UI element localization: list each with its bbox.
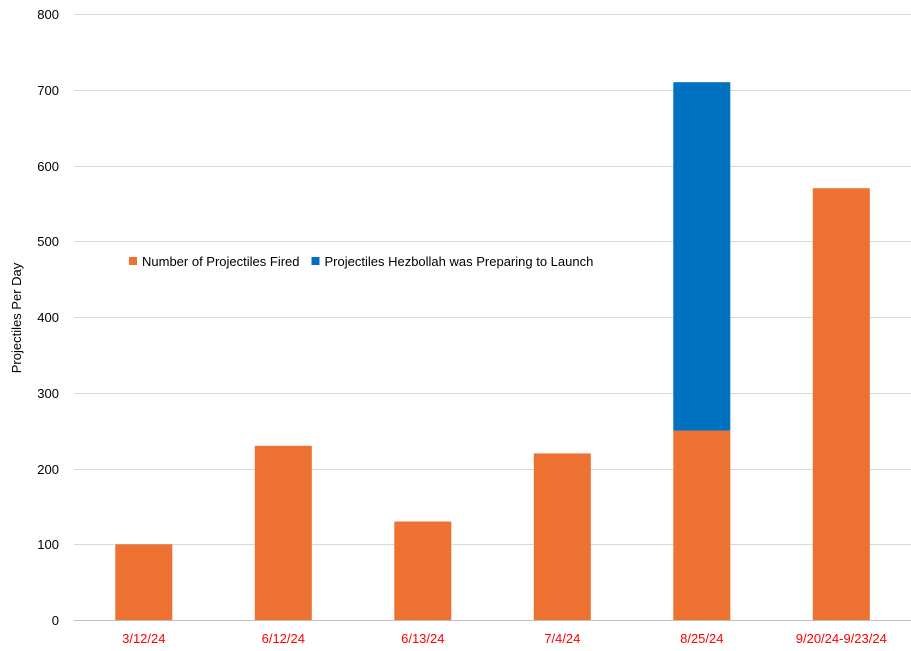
x-tick-label-6-13-24: 6/13/24 bbox=[401, 631, 444, 646]
legend-label-1: Number of Projectiles Fired bbox=[142, 254, 300, 269]
legend-swatch-2 bbox=[311, 257, 320, 265]
bars bbox=[115, 82, 870, 621]
bar-series1-7-4-24 bbox=[533, 453, 591, 620]
x-tick-label-8-25-24: 8/25/24 bbox=[680, 631, 723, 646]
legend-label-2: Projectiles Hezbollah was Preparing to L… bbox=[325, 254, 594, 269]
y-tick-label-400: 400 bbox=[37, 310, 59, 325]
x-tick-label-7-4-24: 7/4/24 bbox=[544, 631, 580, 646]
x-tick-label-3-12-24: 3/12/24 bbox=[122, 631, 165, 646]
y-tick-label-800: 800 bbox=[37, 7, 59, 22]
y-tick-label-0: 0 bbox=[52, 613, 59, 628]
bar-series1-8-25-24 bbox=[673, 430, 731, 620]
x-tick-label-6-12-24: 6/12/24 bbox=[262, 631, 305, 646]
bar-series1-6-12-24 bbox=[254, 445, 312, 620]
y-axis-label: Projectiles Per Day bbox=[9, 262, 24, 373]
y-tick-label-700: 700 bbox=[37, 83, 59, 98]
y-tick-label-500: 500 bbox=[37, 234, 59, 249]
y-tick-label-300: 300 bbox=[37, 386, 59, 401]
legend: Number of Projectiles Fired Projectiles H… bbox=[129, 254, 593, 269]
x-tick-labels: 3/12/24 6/12/24 6/13/24 7/4/24 8/25/24 9/20/2… bbox=[122, 631, 887, 646]
bar-series1-6-13-24 bbox=[394, 521, 452, 620]
bar-series1-9-20-24-9-23-24 bbox=[812, 188, 870, 620]
x-tick-label-9-20-24-9-23-24: 9/20/24-9/23/24 bbox=[796, 631, 887, 646]
y-tick-labels: 0 100 200 300 400 500 600 700 800 bbox=[37, 7, 59, 628]
bar-series2-8-25-24 bbox=[673, 82, 731, 431]
legend-swatch-1 bbox=[129, 257, 137, 265]
y-tick-label-200: 200 bbox=[37, 462, 59, 477]
y-tick-label-100: 100 bbox=[37, 537, 59, 552]
gridlines bbox=[74, 14, 911, 545]
bar-series1-3-12-24 bbox=[115, 544, 173, 621]
y-tick-label-600: 600 bbox=[37, 159, 59, 174]
